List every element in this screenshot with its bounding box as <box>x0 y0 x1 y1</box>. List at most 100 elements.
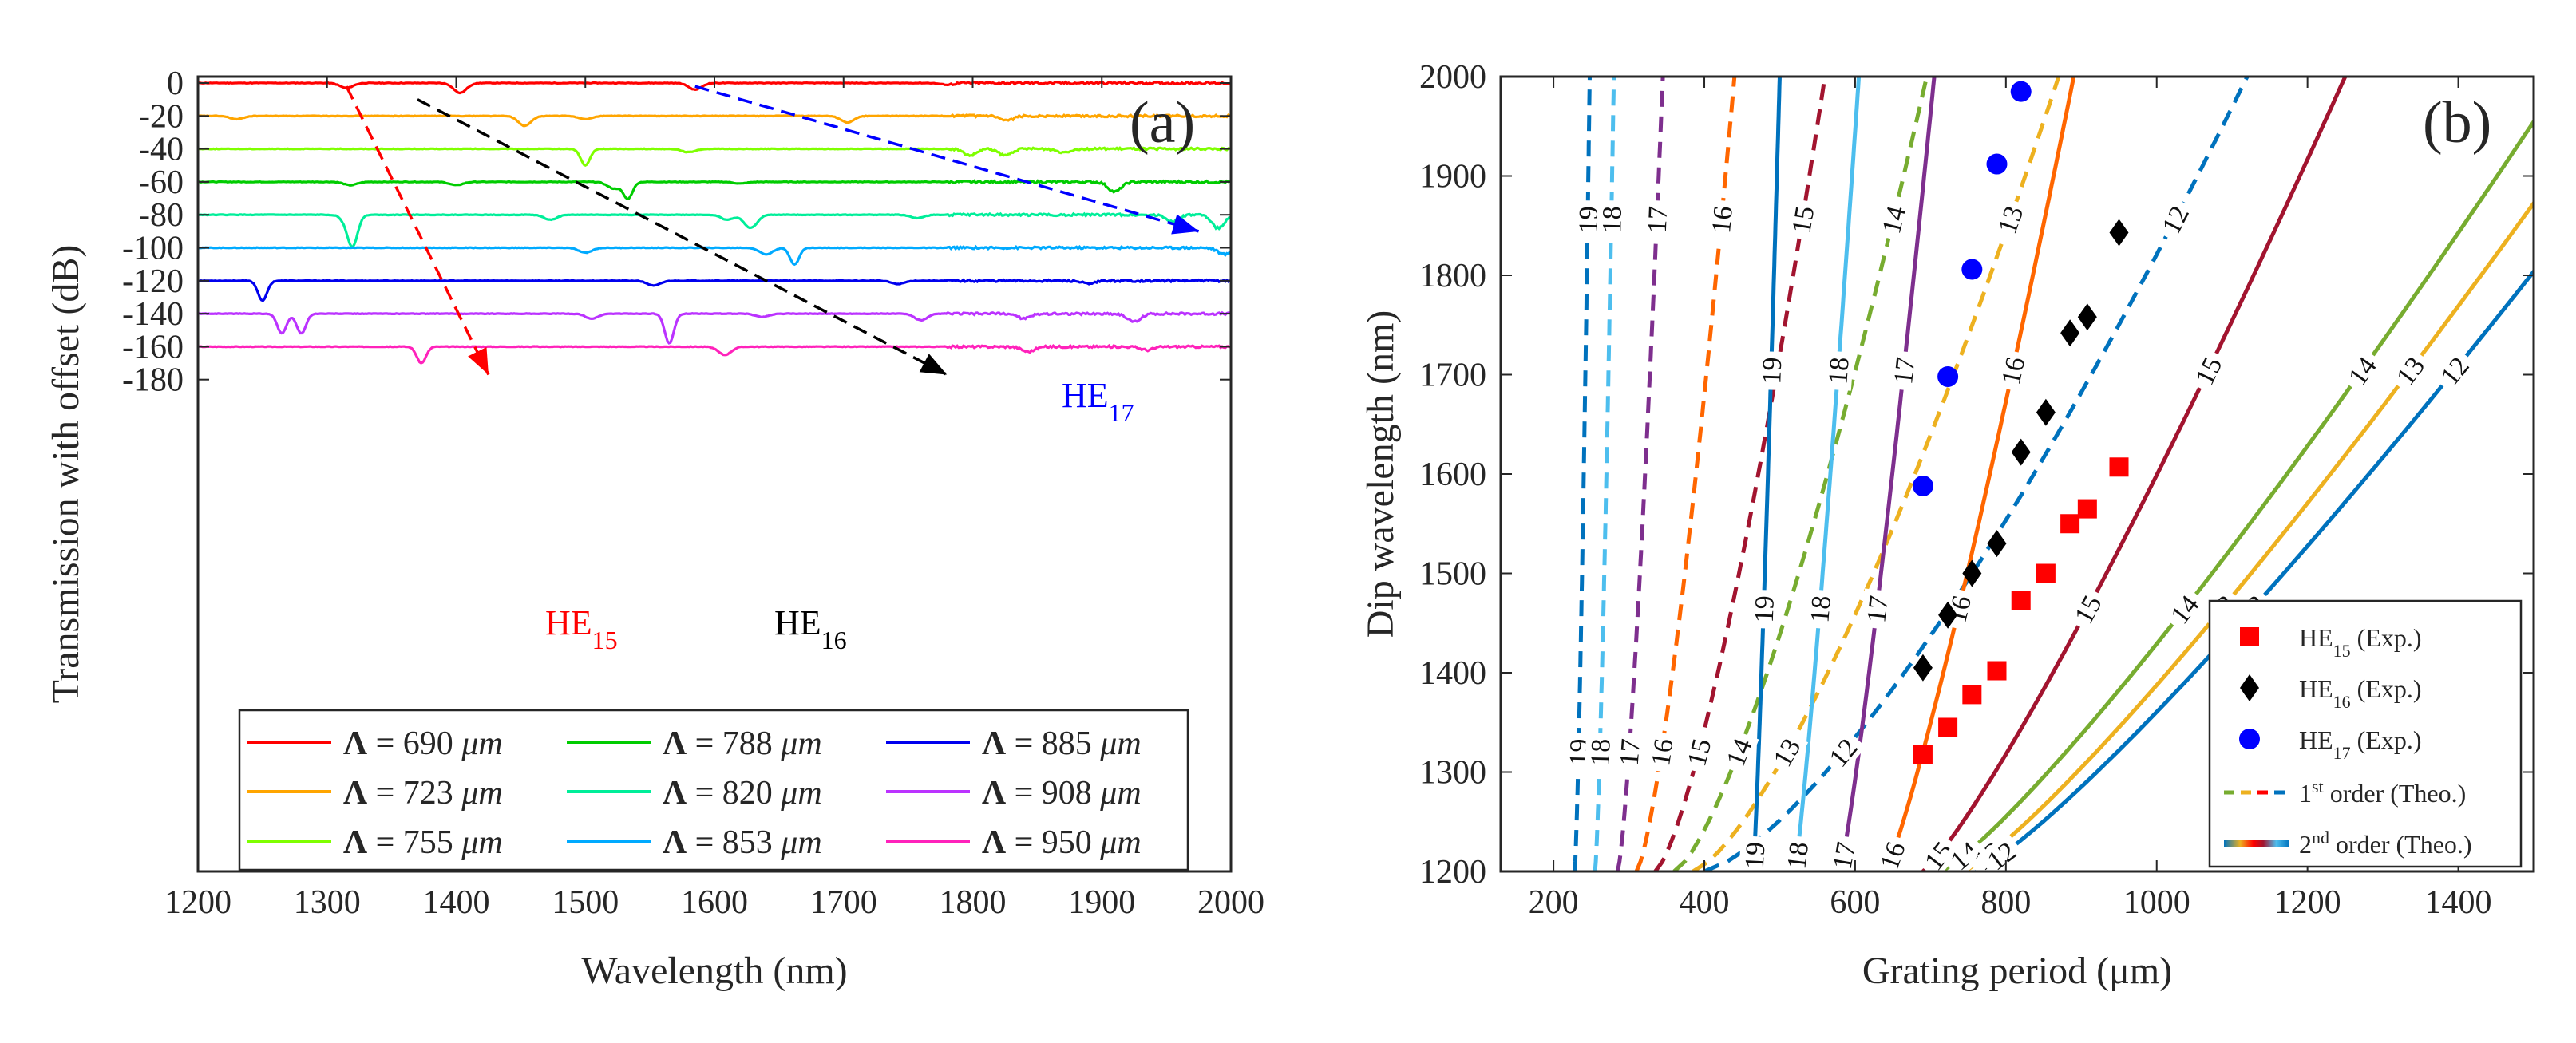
second-label-group-19: 19 <box>1748 589 1780 629</box>
legend-label-part: = <box>367 775 403 812</box>
legend-label-part: = <box>367 824 403 861</box>
point-he16 <box>2109 219 2129 247</box>
panel-b: 1919181817171616151514141313121219191918… <box>1359 59 2535 992</box>
point-he16 <box>1938 601 1958 629</box>
second-label-19: 19 <box>1740 841 1771 870</box>
series-trace-908 <box>198 310 1230 345</box>
second-label-18: 18 <box>1823 356 1854 385</box>
first-label-group-16: 16 <box>1705 199 1739 240</box>
first-label-16: 16 <box>1646 737 1680 768</box>
series-trace-723 <box>198 113 1231 128</box>
legend-theory-solid-part: nd <box>2312 828 2329 847</box>
x-tick-label: 400 <box>1680 884 1730 921</box>
first-label-group-14: 14 <box>1718 729 1759 776</box>
legend-label-part: μm <box>780 775 821 812</box>
x-tick-label: 1800 <box>940 884 1007 921</box>
x-tick-label: 600 <box>1830 884 1880 921</box>
second-label-group-16: 16 <box>1872 832 1913 879</box>
legend-label-he16-part: HE <box>2299 674 2333 703</box>
first-label-17: 17 <box>1615 737 1646 766</box>
first-label-group-17: 17 <box>1641 200 1673 240</box>
point-he16 <box>2060 319 2080 347</box>
curve-label-bg <box>1826 834 1862 877</box>
second-label-17: 17 <box>1889 356 1921 386</box>
curve-label-bg <box>1756 350 1787 391</box>
panel-a-legend: Λ = 690 μmΛ = 723 μmΛ = 755 μmΛ = 788 μm… <box>238 709 1189 871</box>
legend-label-part: = <box>687 824 722 861</box>
point-he16 <box>2036 398 2056 426</box>
curve-label-bg <box>1641 200 1672 240</box>
curve-label-bg <box>1785 198 1820 241</box>
x-tick-label: 1000 <box>2123 884 2190 921</box>
second-label-group-18: 18 <box>1822 350 1855 391</box>
second-label-group-12: 12 <box>1977 832 2025 879</box>
legend-label-part: μm <box>461 775 502 812</box>
legend-label-part: 690 <box>403 725 453 762</box>
x-tick-label: 1500 <box>552 884 619 921</box>
curve-label-bg <box>1977 832 2025 879</box>
y-tick-label: 1500 <box>1419 556 1486 593</box>
second-label-group-18: 18 <box>1803 588 1837 630</box>
curve-label-bg <box>1748 589 1779 629</box>
legend-label-part: Λ <box>663 725 687 762</box>
y-tick-label: -20 <box>139 98 184 135</box>
y-tick-label: -100 <box>122 231 184 267</box>
legend-label-part: = <box>1006 725 1042 762</box>
legend-theory-dashed-part: st <box>2312 776 2324 796</box>
legend-label-he16: HE16 (Exp.) <box>2299 674 2422 712</box>
legend-label-820: Λ = 820 μm <box>663 775 822 812</box>
first-label-group-17: 17 <box>1613 732 1646 772</box>
point-he15 <box>1938 717 1958 737</box>
first-label-14: 14 <box>1877 203 1912 237</box>
legend-label-part: = <box>1006 775 1042 812</box>
curve-label-bg <box>1803 588 1836 630</box>
series-trace-788 <box>198 179 1231 200</box>
y-tick-label: 1700 <box>1419 358 1486 394</box>
first-label-group-15: 15 <box>1785 198 1820 241</box>
curve-label-bg <box>1613 732 1645 772</box>
first-label-18: 18 <box>1597 206 1628 234</box>
point-he15 <box>2011 591 2031 610</box>
curve-label-bg <box>1914 832 1961 880</box>
point-he17 <box>1961 259 1983 280</box>
second-label-group-18: 18 <box>1780 835 1814 877</box>
legend-label-part <box>453 824 462 861</box>
x-tick-label: 200 <box>1529 884 1579 921</box>
arrow-line <box>345 85 490 376</box>
legend-label-723: Λ = 723 μm <box>343 775 503 812</box>
x-tick-label: 1200 <box>2274 884 2341 921</box>
series-trace-950 <box>198 343 1231 365</box>
legend-second-order-swatch <box>2224 840 2289 847</box>
legend-theory-dashed: 1st order (Theo.) <box>2299 776 2466 808</box>
legend-label-part <box>1092 725 1101 762</box>
legend-label-he15-part: 15 <box>2333 641 2351 661</box>
first-label-group-13: 13 <box>1990 196 2030 243</box>
x-tick-label: 1400 <box>2425 884 2492 921</box>
legend-label-he17-part: HE <box>2299 725 2333 754</box>
legend-label-he16-part: (Exp.) <box>2351 674 2422 703</box>
point-he17 <box>1986 153 2008 175</box>
y-tick-label: 2000 <box>1419 59 1486 96</box>
y-tick-label: 1300 <box>1419 755 1486 792</box>
curve-label-bg <box>1990 196 2030 243</box>
legend-label-part: 853 <box>722 824 773 861</box>
curve-label-bg <box>2431 346 2478 395</box>
legend-label-755: Λ = 755 μm <box>343 824 503 861</box>
legend-theory-solid-part: 2 <box>2299 830 2312 859</box>
legend-label-part: Λ <box>982 824 1006 861</box>
legend-label-he15-part: (Exp.) <box>2351 623 2422 652</box>
second-curve-12 <box>1974 268 2534 871</box>
first-label-15: 15 <box>1787 204 1820 235</box>
x-tick-label: 1300 <box>294 884 361 921</box>
x-tick-label: 1200 <box>164 884 231 921</box>
curve-label-bg <box>1819 728 1866 776</box>
curve-label-bg <box>2186 347 2230 394</box>
point-he16 <box>1913 654 1933 682</box>
legend-label-part: Λ <box>343 775 367 812</box>
point-he15 <box>1987 661 2007 681</box>
legend-theory-dashed-part: order (Theo.) <box>2324 779 2467 808</box>
legend-label-part: μm <box>461 824 502 861</box>
curve-label-bg <box>1860 588 1893 630</box>
